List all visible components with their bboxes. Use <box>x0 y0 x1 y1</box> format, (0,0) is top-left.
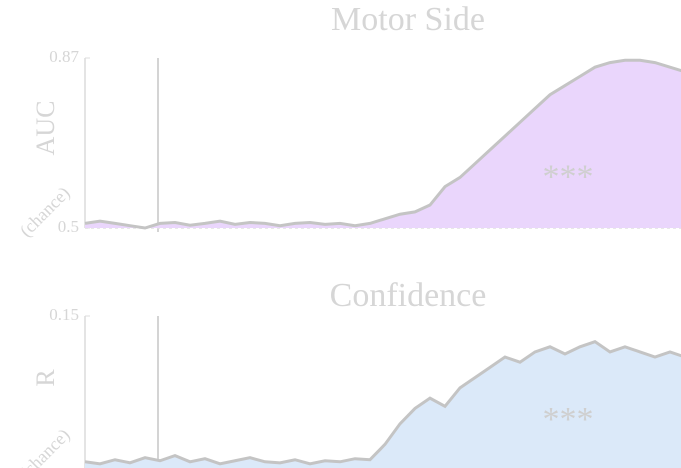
area <box>85 341 681 468</box>
y-tick-label: 0.5 <box>58 217 79 236</box>
line <box>84 340 681 466</box>
y-axis-label: AUC <box>31 101 60 156</box>
annotation: *** <box>543 401 594 438</box>
y-tick-label: 0.15 <box>49 305 79 324</box>
chart-title: Confidence <box>330 277 487 314</box>
line <box>84 58 681 230</box>
y-axis-label: R <box>31 369 60 387</box>
annotation: *** <box>543 158 594 195</box>
y-tick-label: 0.87 <box>49 47 79 66</box>
y-note: (chance) <box>16 425 75 468</box>
chart-title: Motor Side <box>331 1 485 38</box>
area <box>85 60 681 228</box>
